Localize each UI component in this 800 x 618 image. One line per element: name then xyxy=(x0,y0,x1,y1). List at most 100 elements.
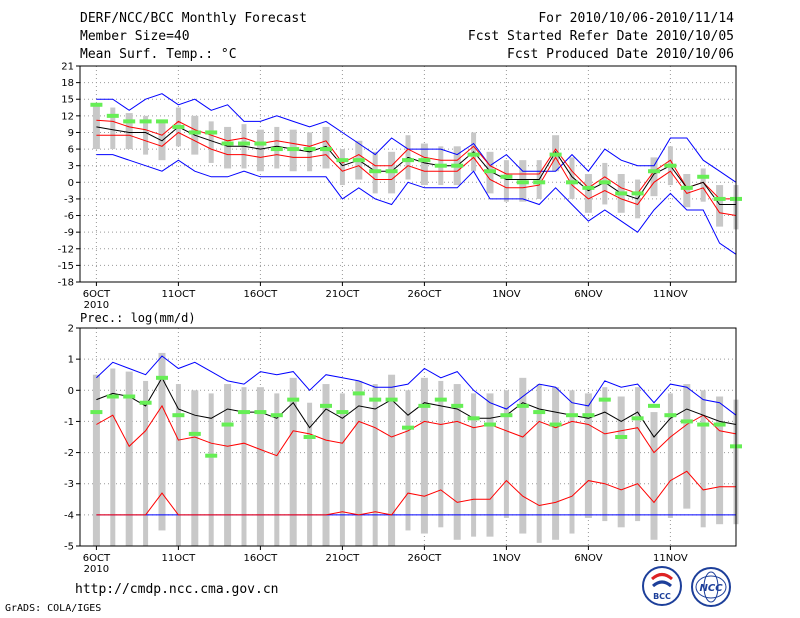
y-tick-label: 9 xyxy=(68,128,74,139)
observed-marker xyxy=(451,403,464,408)
spread-box xyxy=(420,377,428,534)
observed-marker xyxy=(90,102,103,107)
observed-marker xyxy=(631,416,644,421)
observed-marker xyxy=(549,152,562,157)
spread-box xyxy=(569,390,575,534)
series-lower-line xyxy=(96,470,736,516)
y-tick-label: -9 xyxy=(64,228,74,239)
spread-box xyxy=(650,157,658,197)
observed-marker xyxy=(566,180,578,185)
x-tick-label: 6OCT xyxy=(83,553,111,564)
observed-marker xyxy=(713,422,726,427)
observed-marker xyxy=(172,124,185,129)
spread-box xyxy=(486,393,494,537)
observed-marker xyxy=(106,394,119,399)
observed-marker xyxy=(106,113,119,118)
observed-marker xyxy=(516,403,529,408)
y-tick-label: 0 xyxy=(68,386,74,397)
spread-box xyxy=(519,377,527,534)
series-mean-line xyxy=(96,126,736,205)
y-tick-label: -2 xyxy=(64,448,74,459)
observed-marker xyxy=(664,163,677,168)
spread-box xyxy=(683,174,691,208)
spread-box xyxy=(307,402,313,546)
x-tick-label: 26OCT xyxy=(408,289,443,300)
observed-marker xyxy=(320,403,332,408)
forecast-period-label: For 2010/10/06-2010/11/14 xyxy=(538,11,734,26)
spread-box xyxy=(700,168,706,202)
x-tick-label: 11NOV xyxy=(653,289,688,300)
observed-marker xyxy=(598,180,611,185)
observed-marker xyxy=(680,419,693,424)
observed-marker xyxy=(238,410,250,415)
observed-marker xyxy=(369,169,382,174)
x-year-label: 2010 xyxy=(84,564,109,575)
x-year-label: 2010 xyxy=(84,300,109,311)
spread-box xyxy=(208,121,214,163)
observed-marker xyxy=(582,185,595,190)
observed-marker xyxy=(582,413,595,418)
spread-box xyxy=(471,393,477,537)
spread-box xyxy=(339,393,345,546)
spread-box xyxy=(274,393,280,546)
observed-marker xyxy=(238,141,250,146)
observed-marker xyxy=(533,410,546,415)
spread-box xyxy=(143,380,149,546)
spread-box xyxy=(584,174,592,213)
observed-marker xyxy=(336,158,349,163)
observed-marker xyxy=(533,180,546,185)
observed-marker xyxy=(303,147,316,152)
y-tick-label: -15 xyxy=(58,261,74,272)
spread-box xyxy=(256,129,264,172)
spread-box xyxy=(355,380,363,546)
spread-box xyxy=(110,107,116,150)
spread-box xyxy=(569,157,575,199)
observed-marker xyxy=(648,169,660,174)
series-min-line xyxy=(96,154,737,255)
observed-marker xyxy=(352,391,365,396)
y-tick-label: 6 xyxy=(68,145,74,156)
observed-marker xyxy=(172,413,185,418)
observed-marker xyxy=(254,410,267,415)
observed-marker xyxy=(402,425,414,430)
y-tick-label: 18 xyxy=(61,78,74,89)
spread-box xyxy=(110,368,116,546)
source-url[interactable]: http://cmdp.ncc.cma.gov.cn xyxy=(75,582,279,597)
spread-box xyxy=(438,380,444,528)
observed-marker xyxy=(697,422,710,427)
observed-marker xyxy=(205,453,218,458)
precipitation-panel: 2 1 0 -1 -2 -3 -4 -5 6OCT 11OCT 16OCT 21OCT 26OCT 1NO… xyxy=(64,324,742,575)
spread-box xyxy=(224,126,232,169)
produced-date-label: Fcst Produced Date 2010/10/06 xyxy=(507,47,734,62)
member-size-label: Member Size=40 xyxy=(80,29,190,44)
series-max-line xyxy=(96,93,737,183)
y-tick-label: 0 xyxy=(68,178,74,189)
x-tick-label: 6NOV xyxy=(574,289,603,300)
spread-box xyxy=(602,387,608,522)
observed-marker xyxy=(402,158,414,163)
observed-marker xyxy=(697,174,710,179)
observed-marker xyxy=(500,174,513,179)
observed-marker xyxy=(221,141,234,146)
y-tick-label: 15 xyxy=(61,95,74,106)
y-tick-label: -6 xyxy=(64,211,74,222)
series-mean-line xyxy=(96,376,737,438)
plot-frame xyxy=(79,65,737,283)
spread-box xyxy=(388,374,396,546)
precipitation-panel-title: Prec.: log(mm/d) xyxy=(80,311,196,325)
observed-marker xyxy=(484,422,496,427)
spread-box xyxy=(420,143,428,186)
x-tick-label: 21OCT xyxy=(326,553,361,564)
observed-marker xyxy=(270,413,283,418)
plot-frame xyxy=(79,327,737,547)
temperature-panel: 21 18 15 12 9 6 3 0 -3 -6 -9 -12 -15 -18 6OCT 11OCT 16OC… xyxy=(58,62,742,311)
y-tick-label: 1 xyxy=(68,355,74,366)
x-tick-label: 16OCT xyxy=(244,553,279,564)
spread-box xyxy=(208,393,214,546)
spread-box xyxy=(339,149,345,186)
spread-box xyxy=(322,384,330,546)
spread-box xyxy=(617,396,625,528)
observed-marker xyxy=(434,397,447,402)
y-tick-label: 3 xyxy=(68,161,74,172)
